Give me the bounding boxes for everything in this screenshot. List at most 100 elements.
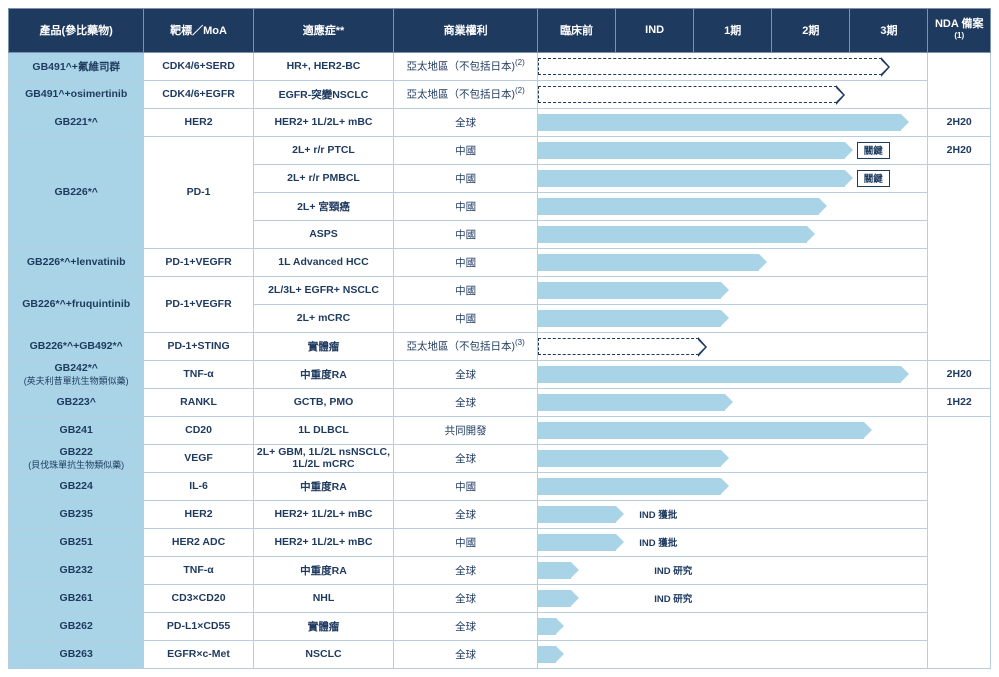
nda-cell: 2H20 — [928, 136, 991, 164]
rights-cell: 共同開發 — [394, 416, 538, 444]
rights-cell: 全球 — [394, 612, 538, 640]
rights-cell: 中國 — [394, 192, 538, 220]
phase-cell — [537, 192, 927, 220]
phase-bar-label: IND 獲批 — [639, 507, 677, 521]
moa-cell: HER2 — [144, 500, 253, 528]
pipeline-table: 產品(參比藥物) 靶標／MoA 適應症** 商業權利 臨床前 IND 1期 2期… — [8, 8, 991, 669]
table-row: GB232TNF-α中重度RA全球IND 研究 — [9, 556, 991, 584]
rights-cell: 中國 — [394, 136, 538, 164]
table-row: GB226*^+GB492*^PD-1+STING實體瘤亞太地區（不包括日本)(… — [9, 332, 991, 360]
moa-cell: IL-6 — [144, 472, 253, 500]
rights-cell: 全球 — [394, 556, 538, 584]
table-row: GB263EGFR×c-MetNSCLC全球 — [9, 640, 991, 668]
indication-cell: ASPS — [253, 220, 394, 248]
indication-cell: HER2+ 1L/2L+ mBC — [253, 528, 394, 556]
indication-cell: NHL — [253, 584, 394, 612]
phase-cell — [537, 52, 927, 80]
table-row: GB491^+氟維司群CDK4/6+SERDHR+, HER2-BC亞太地區（不… — [9, 52, 991, 80]
table-row: GB491^+osimertinibCDK4/6+EGFREGFR-突變NSCL… — [9, 80, 991, 108]
indication-cell: 1L Advanced HCC — [253, 248, 394, 276]
phase-bar — [538, 394, 725, 411]
col-nda: NDA 備案(1) — [928, 9, 991, 53]
indication-cell: 實體瘤 — [253, 332, 394, 360]
table-body: GB491^+氟維司群CDK4/6+SERDHR+, HER2-BC亞太地區（不… — [9, 52, 991, 668]
phase-cell — [537, 80, 927, 108]
product-cell: GB224 — [9, 472, 144, 500]
nda-cell: 2H20 — [928, 108, 991, 136]
phase-cell: IND 研究 — [537, 556, 927, 584]
moa-cell: HER2 — [144, 108, 253, 136]
phase-cell — [537, 388, 927, 416]
phase-cell — [537, 276, 927, 304]
phase-bar — [538, 534, 616, 551]
phase-cell — [537, 248, 927, 276]
moa-cell: CDK4/6+SERD — [144, 52, 253, 80]
phase-bar-label: IND 研究 — [654, 591, 692, 605]
phase-cell — [537, 612, 927, 640]
product-cell: GB226*^+lenvatinib — [9, 248, 144, 276]
rights-cell: 全球 — [394, 444, 538, 472]
product-cell: GB251 — [9, 528, 144, 556]
rights-cell: 中國 — [394, 164, 538, 192]
product-cell: GB226*^+fruquintinib — [9, 276, 144, 332]
phase-cell — [537, 360, 927, 388]
phase-bar — [538, 562, 571, 579]
product-cell: GB491^+氟維司群 — [9, 52, 144, 80]
col-moa: 靶標／MoA — [144, 9, 253, 53]
moa-cell: CD20 — [144, 416, 253, 444]
phase-bar — [538, 366, 901, 383]
phase-bar — [538, 646, 556, 663]
phase-bar — [538, 450, 721, 467]
moa-cell: CD3×CD20 — [144, 584, 253, 612]
col-p3: 3期 — [850, 9, 928, 53]
phase-cell — [537, 444, 927, 472]
col-indication: 適應症** — [253, 9, 394, 53]
rights-cell: 中國 — [394, 220, 538, 248]
phase-bar-dashed — [538, 338, 699, 355]
nda-cell — [928, 52, 991, 108]
phase-bar — [538, 170, 845, 187]
product-cell: GB241 — [9, 416, 144, 444]
indication-cell: GCTB, PMO — [253, 388, 394, 416]
table-row: GB242*^(英夫利昔單抗生物類似藥)TNF-α中重度RA全球2H20 — [9, 360, 991, 388]
col-p2: 2期 — [772, 9, 850, 53]
table-header: 產品(參比藥物) 靶標／MoA 適應症** 商業權利 臨床前 IND 1期 2期… — [9, 9, 991, 53]
nda-cell: 1H22 — [928, 388, 991, 416]
product-cell: GB263 — [9, 640, 144, 668]
table-row: GB223^RANKLGCTB, PMO全球1H22 — [9, 388, 991, 416]
product-cell: GB223^ — [9, 388, 144, 416]
table-row: GB226*^PD-12L+ r/r PTCL中國關鍵2H20 — [9, 136, 991, 164]
col-rights: 商業權利 — [394, 9, 538, 53]
table-row: GB241CD201L DLBCL共同開發 — [9, 416, 991, 444]
product-cell: GB226*^ — [9, 136, 144, 248]
moa-cell: PD-1 — [144, 136, 253, 248]
table-row: GB261CD3×CD20NHL全球IND 研究 — [9, 584, 991, 612]
indication-cell: 2L+ GBM, 1L/2L nsNSCLC, 1L/2L mCRC — [253, 444, 394, 472]
product-cell: GB232 — [9, 556, 144, 584]
phase-bar — [538, 198, 819, 215]
phase-cell — [537, 220, 927, 248]
moa-cell: CDK4/6+EGFR — [144, 80, 253, 108]
phase-bar-dashed — [538, 86, 838, 103]
phase-bar — [538, 142, 845, 159]
rights-cell: 全球 — [394, 584, 538, 612]
moa-cell: TNF-α — [144, 360, 253, 388]
phase-bar — [538, 310, 721, 327]
indication-cell: 2L+ r/r PMBCL — [253, 164, 394, 192]
phase-bar — [538, 618, 556, 635]
phase-cell — [537, 640, 927, 668]
phase-cell — [537, 304, 927, 332]
phase-cell — [537, 472, 927, 500]
table-row: GB262PD-L1×CD55實體瘤全球 — [9, 612, 991, 640]
phase-bar — [538, 114, 901, 131]
phase-bar — [538, 282, 721, 299]
phase-bar — [538, 506, 616, 523]
indication-cell: HER2+ 1L/2L+ mBC — [253, 108, 394, 136]
phase-bar — [538, 478, 721, 495]
product-cell: GB491^+osimertinib — [9, 80, 144, 108]
phase-cell — [537, 332, 927, 360]
rights-cell: 亞太地區（不包括日本)(3) — [394, 332, 538, 360]
table-row: GB224IL-6中重度RA中國 — [9, 472, 991, 500]
moa-cell: PD-1+VEGFR — [144, 248, 253, 276]
col-ind: IND — [616, 9, 694, 53]
